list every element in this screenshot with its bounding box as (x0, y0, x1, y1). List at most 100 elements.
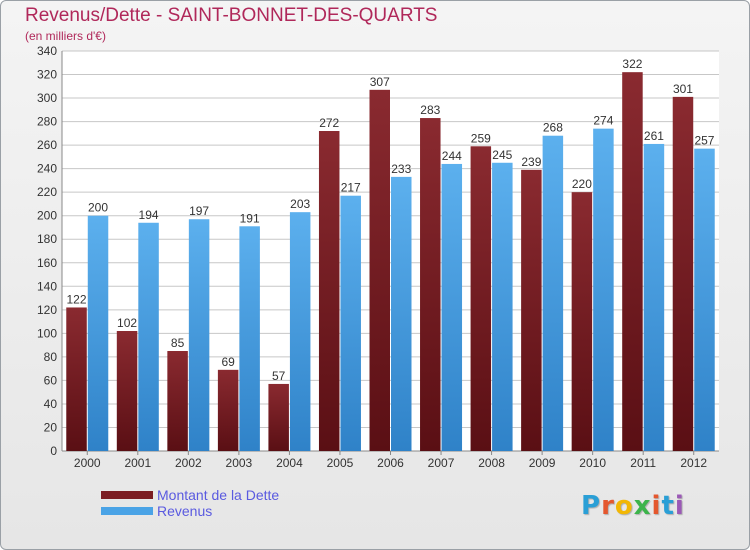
data-label-dette: 272 (319, 116, 339, 130)
y-tick-label: 280 (37, 115, 57, 129)
data-label-revenus: 233 (391, 162, 411, 176)
data-label-dette: 322 (622, 57, 642, 71)
chart-subtitle: (en milliers d'€) (25, 29, 106, 43)
bar-dette (217, 369, 239, 451)
bar-revenus (188, 219, 210, 451)
data-label-dette: 85 (171, 336, 185, 350)
x-tick-label: 2001 (124, 456, 151, 470)
data-label-revenus: 274 (593, 114, 613, 128)
y-tick-label: 60 (44, 373, 58, 387)
legend-swatch-dette (101, 491, 153, 499)
legend-label-revenus: Revenus (157, 503, 213, 519)
chart-title: Revenus/Dette - SAINT-BONNET-DES-QUARTS (25, 5, 438, 26)
data-label-revenus: 191 (240, 211, 260, 225)
data-label-revenus: 268 (543, 121, 563, 135)
bar-dette (521, 169, 542, 451)
data-label-dette: 122 (67, 292, 87, 306)
data-label-dette: 259 (471, 131, 491, 145)
bar-revenus (643, 143, 665, 452)
bar-dette (672, 96, 694, 451)
y-tick-label: 100 (37, 326, 57, 340)
logo-letter: i (651, 491, 662, 521)
legend-item-revenus: Revenus (101, 503, 279, 519)
bar-dette (268, 383, 289, 451)
legend-item-dette: Montant de la Dette (101, 487, 279, 503)
y-tick-label: 180 (37, 232, 57, 246)
data-label-dette: 307 (370, 75, 390, 89)
bar-revenus (239, 226, 260, 451)
data-label-revenus: 203 (290, 197, 310, 211)
bar-revenus (492, 162, 513, 451)
bar-revenus (289, 212, 311, 451)
proxiti-logo: Proxiti (581, 491, 685, 521)
bar-dette (622, 72, 643, 452)
legend-swatch-revenus (101, 507, 153, 515)
x-tick-label: 2005 (327, 456, 354, 470)
bar-dette (66, 307, 87, 451)
y-tick-label: 260 (37, 138, 57, 152)
y-tick-label: 220 (37, 185, 57, 199)
logo-letter: x (633, 491, 652, 521)
data-label-revenus: 261 (644, 129, 664, 143)
legend: Montant de la Dette Revenus (101, 487, 279, 519)
bar-revenus (87, 215, 109, 451)
bar-revenus (441, 163, 463, 452)
bar-revenus (391, 176, 412, 451)
logo-letter: r (601, 491, 615, 521)
bar-dette (318, 131, 340, 451)
y-tick-label: 300 (37, 91, 57, 105)
y-tick-label: 20 (44, 420, 58, 434)
logo-letter: i (674, 491, 685, 521)
bar-revenus (593, 128, 614, 451)
data-label-revenus: 244 (442, 149, 462, 163)
logo-letter: o (614, 491, 634, 521)
y-tick-label: 200 (37, 209, 57, 223)
y-tick-label: 320 (37, 68, 57, 82)
bar-dette (571, 192, 593, 452)
data-label-dette: 239 (521, 155, 541, 169)
x-tick-label: 2009 (529, 456, 556, 470)
bar-revenus (138, 222, 159, 451)
bar-dette (470, 146, 492, 451)
x-tick-label: 2000 (74, 456, 101, 470)
bar-dette (116, 331, 138, 451)
logo-letter: t (661, 491, 675, 521)
x-tick-label: 2010 (579, 456, 606, 470)
y-tick-label: 340 (37, 44, 57, 58)
data-label-dette: 102 (117, 316, 137, 330)
data-label-revenus: 194 (139, 208, 159, 222)
data-label-dette: 69 (221, 355, 235, 369)
data-label-dette: 57 (272, 369, 286, 383)
data-label-revenus: 257 (694, 134, 714, 148)
x-tick-label: 2004 (276, 456, 303, 470)
y-tick-label: 40 (44, 397, 58, 411)
data-label-revenus: 200 (88, 201, 108, 215)
y-tick-label: 140 (37, 279, 57, 293)
x-tick-label: 2008 (478, 456, 505, 470)
y-tick-label: 80 (44, 350, 58, 364)
x-tick-label: 2007 (428, 456, 455, 470)
logo-letter: P (581, 491, 602, 521)
bar-revenus (542, 135, 564, 452)
legend-label-dette: Montant de la Dette (157, 487, 280, 503)
data-label-revenus: 245 (492, 148, 512, 162)
plot-area (62, 51, 719, 451)
data-label-revenus: 197 (189, 204, 209, 218)
bar-dette (420, 118, 441, 451)
data-label-dette: 301 (673, 82, 693, 96)
y-tick-label: 120 (37, 303, 57, 317)
bar-dette (167, 351, 188, 451)
x-tick-label: 2006 (377, 456, 404, 470)
data-label-dette: 220 (572, 177, 592, 191)
y-tick-label: 240 (37, 162, 57, 176)
y-tick-label: 160 (37, 256, 57, 270)
bar-dette (369, 89, 390, 451)
x-tick-label: 2012 (680, 456, 707, 470)
x-tick-label: 2011 (630, 456, 656, 470)
x-tick-label: 2003 (226, 456, 253, 470)
data-label-dette: 283 (420, 103, 440, 117)
bar-revenus (340, 195, 361, 451)
x-tick-label: 2002 (175, 456, 202, 470)
